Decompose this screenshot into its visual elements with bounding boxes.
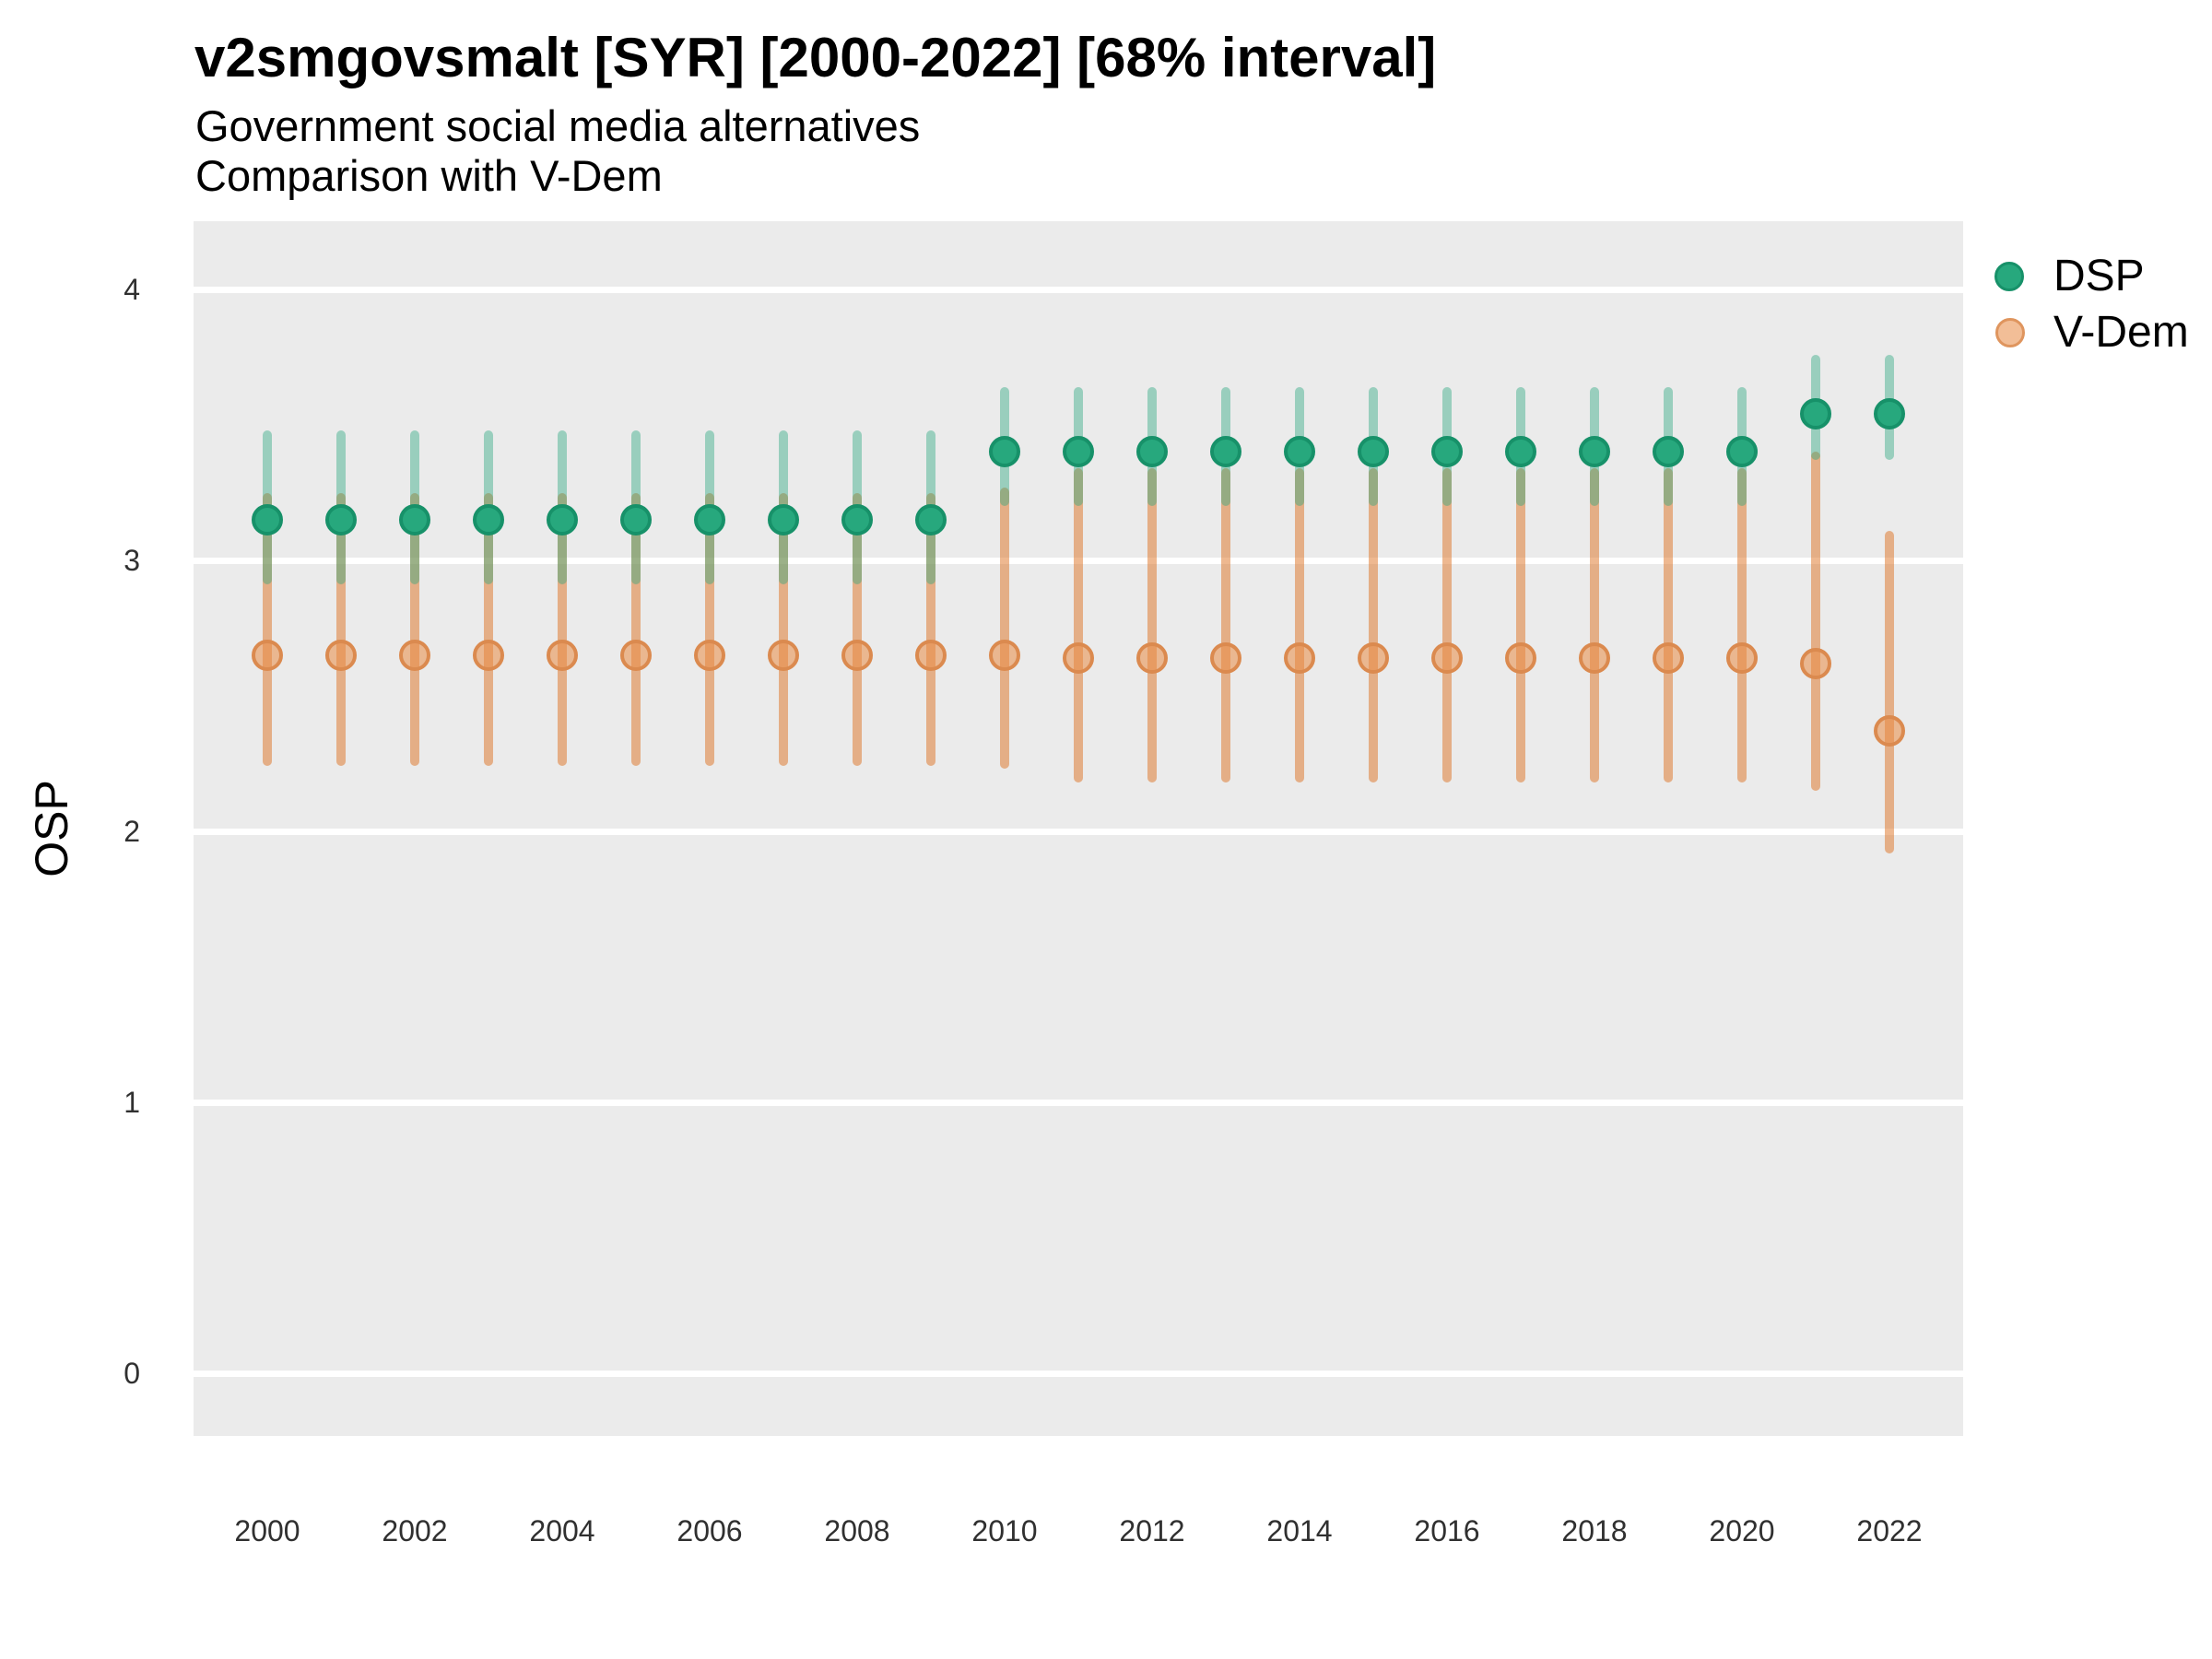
x-tick-label-2014: 2014 [1266, 1514, 1333, 1547]
y-axis-title: OSP [26, 780, 77, 877]
chart-subtitle-line2: Comparison with V-Dem [195, 151, 663, 200]
x-tick-label-2020: 2020 [1709, 1514, 1775, 1547]
x-tick-label-2004: 2004 [529, 1514, 595, 1547]
y-tick-label-3: 3 [124, 544, 140, 577]
chart-subtitle-line1: Government social media alternatives [195, 101, 921, 150]
y-tick-label-1: 1 [124, 1086, 140, 1119]
legend-key-dsp-point-icon [1994, 262, 2024, 291]
gridline-y-4 [194, 287, 1963, 293]
x-tick-label-2010: 2010 [971, 1514, 1038, 1547]
gridline-y-2 [194, 829, 1963, 835]
y-tick-label-4: 4 [124, 273, 140, 306]
x-tick-label-2016: 2016 [1414, 1514, 1480, 1547]
x-tick-label-2012: 2012 [1119, 1514, 1185, 1547]
x-tick-label-2002: 2002 [382, 1514, 448, 1547]
gridline-y-1 [194, 1100, 1963, 1106]
x-tick-label-2006: 2006 [677, 1514, 743, 1547]
plot-panel [194, 221, 1963, 1436]
x-tick-label-2008: 2008 [824, 1514, 890, 1547]
x-tick-label-2022: 2022 [1856, 1514, 1923, 1547]
gridline-y-0 [194, 1371, 1963, 1377]
x-tick-label-2018: 2018 [1561, 1514, 1628, 1547]
gridline-y-3 [194, 558, 1963, 564]
legend-label-dsp: DSP [2053, 252, 2145, 300]
y-tick-label-0: 0 [124, 1357, 140, 1390]
legend-key-vdem-point-icon [1995, 318, 2025, 347]
chart-title: v2smgovsmalt [SYR] [2000-2022] [68% inte… [194, 27, 1437, 88]
legend-label-vdem: V-Dem [2053, 308, 2189, 357]
x-tick-label-2000: 2000 [234, 1514, 300, 1547]
